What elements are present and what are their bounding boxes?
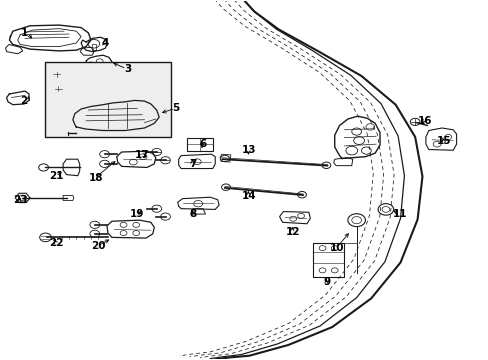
Bar — [187, 138, 212, 151]
Text: 8: 8 — [189, 209, 197, 219]
Text: 19: 19 — [130, 209, 144, 219]
Text: 16: 16 — [417, 116, 431, 126]
Text: 13: 13 — [242, 144, 256, 154]
Text: 2: 2 — [20, 96, 28, 106]
Text: 12: 12 — [285, 227, 300, 237]
Text: 18: 18 — [88, 173, 103, 183]
Text: 5: 5 — [172, 103, 180, 113]
Text: 17: 17 — [135, 150, 149, 160]
Text: 10: 10 — [329, 243, 344, 253]
Text: 6: 6 — [199, 139, 206, 149]
Text: 15: 15 — [436, 136, 451, 145]
Text: 22: 22 — [49, 238, 64, 248]
Text: 7: 7 — [189, 159, 197, 169]
Text: 21: 21 — [49, 171, 64, 181]
Text: 4: 4 — [102, 38, 109, 48]
Text: 23: 23 — [13, 195, 27, 205]
Bar — [44, 62, 171, 137]
Bar — [312, 243, 344, 277]
Text: 9: 9 — [323, 277, 330, 287]
Text: 11: 11 — [392, 209, 407, 219]
Text: 3: 3 — [123, 64, 131, 74]
Text: 14: 14 — [242, 191, 256, 201]
Text: 20: 20 — [91, 241, 105, 251]
Text: 1: 1 — [20, 28, 28, 38]
